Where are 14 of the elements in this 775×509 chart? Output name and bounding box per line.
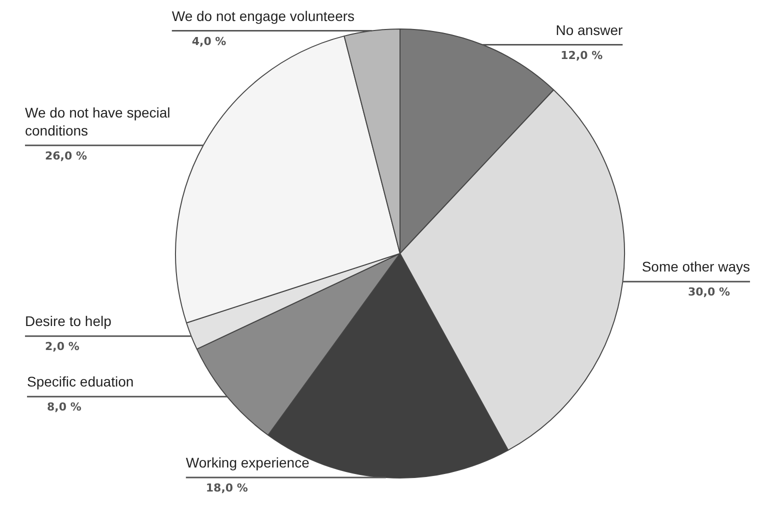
slice-label: Specific eduation [27,374,134,390]
data-label: 12,0 % [560,48,603,62]
data-label: 2,0 % [45,340,80,354]
slice-label: No answer [556,22,623,38]
data-label: 30,0 % [688,286,730,299]
slice-label: We do not engage volunteers [172,8,355,24]
slice-label: Working experience [186,454,310,471]
slice-label: We do not have special conditions [25,104,170,138]
data-label: 8,0 % [47,400,82,414]
slice-label: Desire to help [25,313,112,330]
data-label: 18,0 % [206,482,248,495]
slice-label: Some other ways [642,258,750,275]
data-label: 26,0 % [45,149,87,162]
data-label: 4,0 % [192,34,226,48]
